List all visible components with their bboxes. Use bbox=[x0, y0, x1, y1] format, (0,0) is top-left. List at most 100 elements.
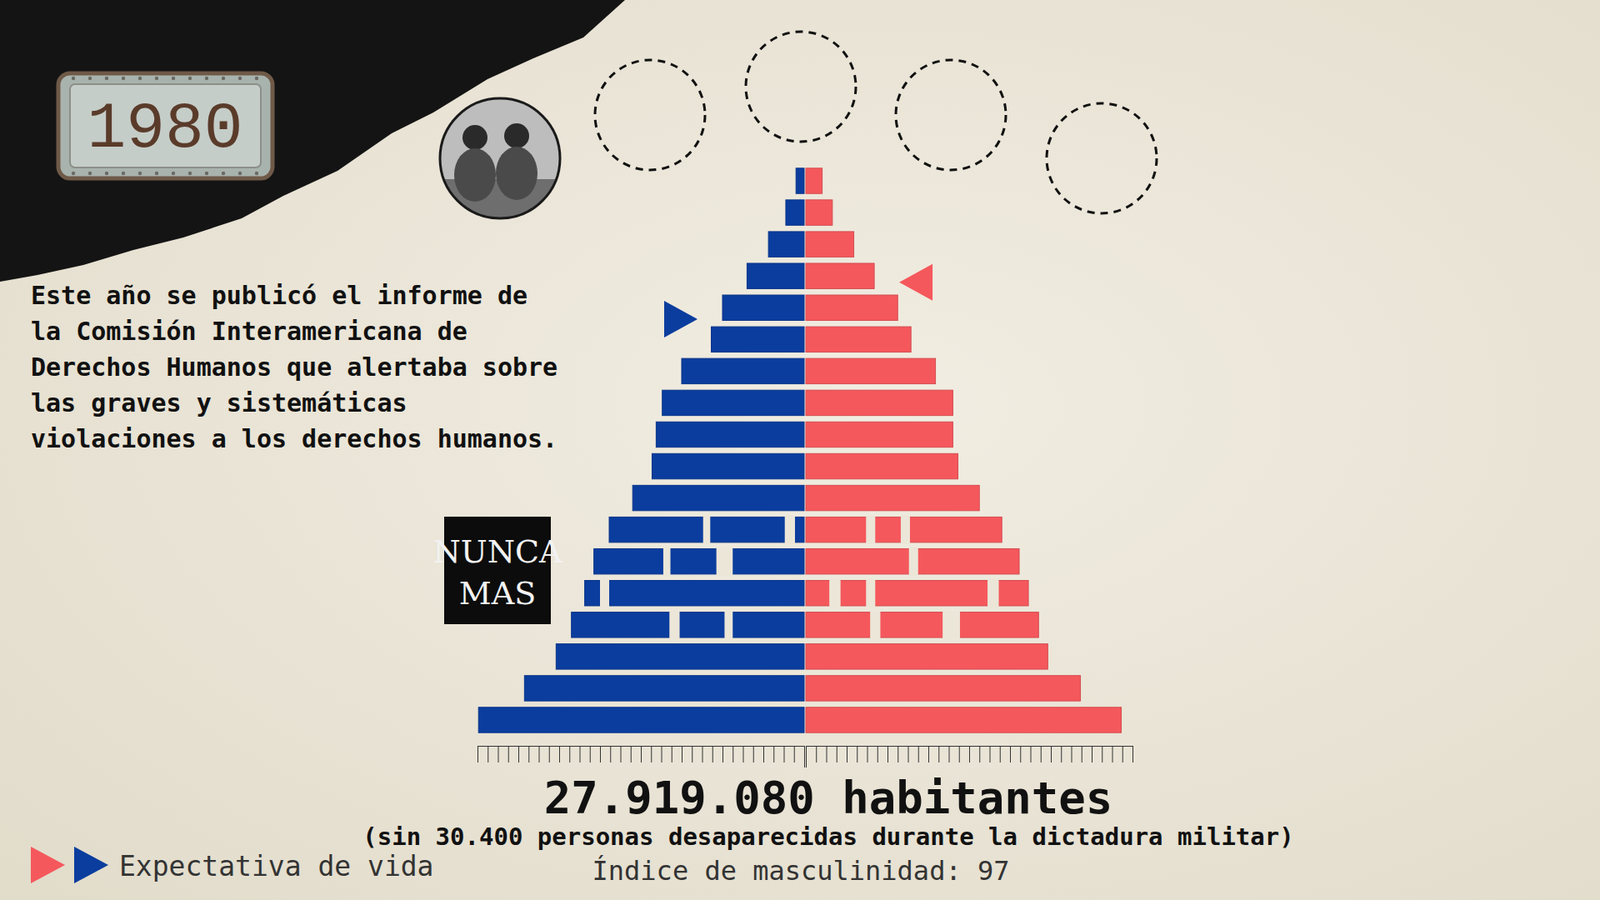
torn-paper bbox=[0, 0, 625, 282]
bar bbox=[805, 295, 898, 320]
gap bbox=[900, 515, 910, 544]
rivet bbox=[138, 171, 142, 175]
tick-line bbox=[1101, 745, 1103, 763]
tick bbox=[569, 745, 570, 763]
bar bbox=[805, 453, 959, 479]
tick-line bbox=[826, 745, 828, 763]
tick-line bbox=[763, 745, 765, 763]
tick-line bbox=[969, 745, 970, 763]
tick-line bbox=[650, 745, 652, 763]
tick-line bbox=[549, 745, 550, 763]
photo-frame bbox=[440, 98, 560, 219]
tick bbox=[959, 745, 960, 763]
tick bbox=[1132, 745, 1134, 763]
bar bbox=[805, 675, 1081, 701]
tick bbox=[753, 745, 755, 763]
rivet bbox=[238, 171, 242, 175]
tick-line bbox=[1010, 745, 1011, 763]
bar bbox=[805, 421, 953, 447]
tick bbox=[1050, 745, 1052, 763]
tick-line bbox=[918, 745, 920, 763]
tick bbox=[918, 745, 920, 763]
tick-line bbox=[691, 745, 693, 763]
tick-line bbox=[1091, 745, 1093, 763]
tick-line bbox=[640, 745, 642, 763]
tick-line bbox=[877, 745, 879, 763]
rivet bbox=[238, 76, 242, 80]
tick-line bbox=[569, 745, 570, 763]
rivet bbox=[205, 171, 209, 175]
tick bbox=[887, 745, 889, 763]
tick bbox=[846, 745, 848, 763]
subtitle: (sin 30.400 personas desaparecidas duran… bbox=[362, 822, 1294, 851]
badge-plate bbox=[58, 73, 273, 179]
tick bbox=[908, 745, 910, 763]
logo: NUNCAMAS bbox=[432, 516, 563, 625]
plot-area bbox=[478, 168, 1121, 733]
badge-text: 1980 bbox=[86, 92, 243, 166]
tick-line bbox=[590, 745, 591, 763]
bar bbox=[768, 231, 805, 257]
tick-line bbox=[846, 745, 848, 763]
bar bbox=[805, 707, 1122, 733]
year-badge: 1980 bbox=[58, 73, 273, 179]
tick bbox=[477, 745, 479, 763]
tick bbox=[949, 745, 950, 763]
bar bbox=[805, 200, 833, 225]
gap bbox=[724, 610, 733, 640]
bar bbox=[662, 390, 805, 415]
gap bbox=[600, 579, 610, 608]
tick bbox=[826, 745, 828, 763]
tick bbox=[856, 745, 858, 763]
tick-line bbox=[887, 745, 889, 763]
tick-line bbox=[928, 745, 930, 763]
annotation-line: Derechos Humanos que alertaba sobre bbox=[30, 352, 558, 382]
tick-line bbox=[1071, 745, 1073, 763]
ruler-axis bbox=[478, 745, 805, 768]
photo-body bbox=[495, 146, 538, 200]
tick-line bbox=[743, 745, 745, 763]
tick bbox=[610, 745, 611, 763]
bar bbox=[785, 200, 805, 225]
rivet bbox=[255, 171, 259, 175]
tick bbox=[681, 745, 683, 763]
life-expectancy-marker bbox=[664, 300, 698, 338]
gap bbox=[870, 610, 880, 640]
tick bbox=[928, 745, 930, 763]
gap bbox=[663, 546, 671, 575]
rivet bbox=[255, 76, 259, 80]
bar bbox=[805, 612, 1039, 638]
photo bbox=[433, 91, 567, 230]
tick-line bbox=[528, 745, 530, 763]
tick-line bbox=[794, 745, 795, 763]
tick-line bbox=[630, 745, 632, 763]
tick-line bbox=[805, 745, 807, 768]
tick bbox=[640, 745, 642, 763]
bar bbox=[722, 295, 805, 320]
bar bbox=[795, 168, 805, 194]
tick-line bbox=[580, 745, 581, 763]
tick bbox=[661, 745, 663, 763]
tick-line bbox=[498, 745, 500, 763]
tick-line bbox=[712, 745, 714, 763]
tick-line bbox=[990, 745, 991, 763]
bar bbox=[805, 485, 980, 510]
bar bbox=[555, 644, 805, 670]
rivet bbox=[88, 76, 92, 80]
photo-head bbox=[504, 123, 530, 149]
gap bbox=[703, 515, 711, 544]
annotation-line: Este año se publicó el informe de bbox=[30, 280, 528, 310]
caption: Índice de masculinidad: 97 bbox=[592, 855, 1010, 887]
rivet bbox=[188, 76, 192, 80]
gap bbox=[942, 610, 960, 640]
tick bbox=[794, 745, 795, 763]
bar bbox=[711, 326, 805, 352]
tick-line bbox=[722, 745, 724, 763]
tick bbox=[897, 745, 899, 763]
tick-line bbox=[487, 745, 489, 763]
tick-line bbox=[897, 745, 899, 763]
rivet bbox=[171, 171, 175, 175]
tick-line bbox=[1020, 745, 1021, 763]
tick-line bbox=[1060, 745, 1062, 763]
tick bbox=[1040, 745, 1042, 763]
